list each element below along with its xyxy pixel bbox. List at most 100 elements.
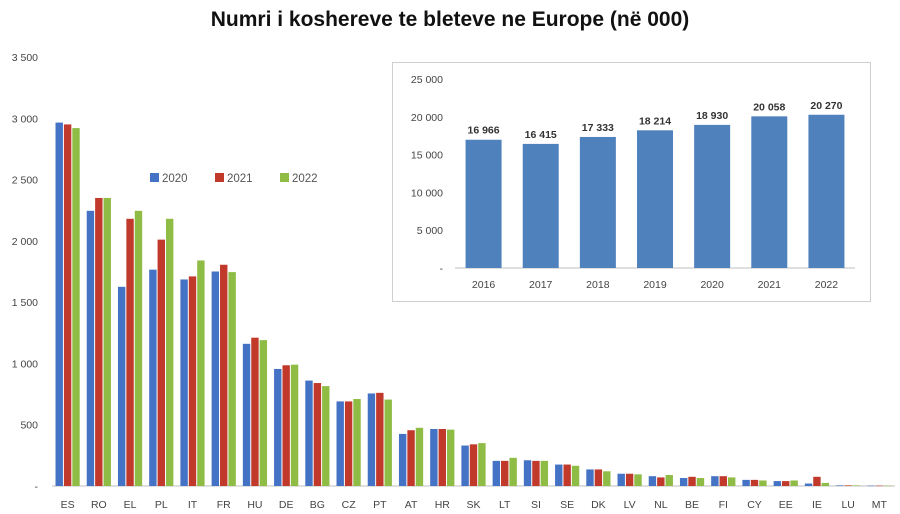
bar-HR-2021 xyxy=(438,429,446,486)
bar-BE-2021 xyxy=(688,476,696,486)
x-tick-label: EL xyxy=(124,499,137,511)
x-tick-label: SK xyxy=(466,499,480,511)
x-tick-label: BG xyxy=(310,499,325,511)
bar-BG-2022 xyxy=(322,386,330,486)
y-tick-label: - xyxy=(35,481,39,493)
x-tick-label: RO xyxy=(91,499,107,511)
bar-IE-2022 xyxy=(821,482,830,486)
inset-x-tick-label: 2017 xyxy=(529,279,553,291)
x-tick-label: FI xyxy=(719,499,728,511)
inset-y-tick-label: 25 000 xyxy=(411,74,443,86)
bar-EL-2020 xyxy=(117,286,126,486)
bar-FI-2021 xyxy=(719,476,727,486)
bar-BE-2020 xyxy=(679,478,688,486)
bar-SE-2022 xyxy=(571,465,580,486)
bar-LU-2022 xyxy=(852,485,861,486)
bar-LT-2020 xyxy=(492,460,501,486)
legend-label-2021: 2021 xyxy=(227,173,253,185)
bar-LV-2021 xyxy=(625,473,634,486)
x-tick-label: DE xyxy=(279,499,294,511)
bar-BE-2022 xyxy=(696,478,705,486)
x-tick-label: SI xyxy=(531,499,541,511)
inset-x-tick-label: 2020 xyxy=(700,279,724,291)
inset-x-tick-label: 2022 xyxy=(815,279,839,291)
legend-label-2022: 2022 xyxy=(292,173,318,185)
bar-IT-2022 xyxy=(197,260,205,486)
bar-NL-2021 xyxy=(657,477,665,486)
inset-bar-2017 xyxy=(522,143,559,268)
bar-SK-2022 xyxy=(478,443,486,486)
bar-FR-2020 xyxy=(211,271,220,486)
y-tick-label: 1 000 xyxy=(12,358,38,370)
bar-RO-2022 xyxy=(103,197,111,486)
bar-CZ-2022 xyxy=(353,398,361,486)
bar-BG-2021 xyxy=(313,383,322,486)
x-tick-label: IT xyxy=(188,499,198,511)
inset-bar-2018 xyxy=(579,136,616,268)
bar-SI-2020 xyxy=(523,460,532,486)
bar-FI-2020 xyxy=(711,476,719,486)
inset-x-tick-label: 2016 xyxy=(472,279,496,291)
inset-data-label: 20 270 xyxy=(810,100,842,112)
bar-LV-2022 xyxy=(634,474,642,486)
y-tick-label: 500 xyxy=(20,420,38,432)
bar-EE-2020 xyxy=(773,481,782,486)
bar-SI-2022 xyxy=(540,460,549,486)
bar-ES-2022 xyxy=(72,128,80,486)
x-tick-label: SE xyxy=(560,499,574,511)
bar-NL-2022 xyxy=(665,474,673,486)
bar-SE-2021 xyxy=(563,464,571,486)
inset-bar-2022 xyxy=(808,114,845,268)
bar-HU-2020 xyxy=(242,343,251,486)
bar-DE-2021 xyxy=(282,365,290,486)
legend-swatch-2020 xyxy=(150,173,159,182)
x-tick-label: MT xyxy=(872,499,888,511)
bar-EE-2022 xyxy=(790,480,798,486)
bar-CZ-2021 xyxy=(344,401,353,486)
x-tick-label: BE xyxy=(685,499,699,511)
bar-EL-2022 xyxy=(134,210,143,486)
inset-bar-2016 xyxy=(465,139,502,268)
bar-RO-2021 xyxy=(95,197,103,486)
inset-data-label: 17 333 xyxy=(582,122,614,134)
bar-PT-2022 xyxy=(384,399,392,486)
inset-data-label: 16 415 xyxy=(525,129,557,141)
bar-DE-2020 xyxy=(274,368,282,486)
inset-y-tick-label: 5 000 xyxy=(417,225,443,237)
bar-PT-2020 xyxy=(367,393,376,486)
bar-FR-2021 xyxy=(220,264,228,486)
inset-x-tick-label: 2019 xyxy=(643,279,667,291)
x-tick-label: PT xyxy=(373,499,387,511)
bar-MT-2020 xyxy=(867,485,875,487)
bar-HU-2022 xyxy=(259,340,268,486)
inset-bar-chart: - 5 000 10 000 15 000 20 000 25 000 16 966 2016… xyxy=(411,74,855,291)
bar-RO-2020 xyxy=(86,210,95,486)
x-tick-label: DK xyxy=(591,499,606,511)
inset-data-label: 18 214 xyxy=(639,115,671,127)
bar-CY-2021 xyxy=(750,479,759,486)
bar-LV-2020 xyxy=(617,473,625,486)
x-tick-label: AT xyxy=(405,499,418,511)
bar-LU-2021 xyxy=(844,485,852,486)
inset-bar-2019 xyxy=(637,130,673,268)
x-tick-label: ES xyxy=(61,499,75,511)
x-tick-label: CZ xyxy=(342,499,357,511)
bar-CZ-2020 xyxy=(336,401,344,486)
bar-SE-2020 xyxy=(555,464,563,486)
bar-DK-2021 xyxy=(594,469,603,486)
bar-IT-2020 xyxy=(180,279,188,486)
legend-swatch-2022 xyxy=(280,173,289,182)
x-tick-label: IE xyxy=(812,499,822,511)
bar-AT-2021 xyxy=(407,430,415,486)
x-tick-label: FR xyxy=(217,499,231,511)
x-tick-label: LV xyxy=(624,499,636,511)
y-tick-label: 3 500 xyxy=(12,52,38,64)
bar-BG-2020 xyxy=(305,380,313,486)
bar-PT-2021 xyxy=(376,392,384,486)
bar-CY-2020 xyxy=(742,479,750,486)
x-tick-label: EE xyxy=(779,499,793,511)
bar-PL-2021 xyxy=(157,239,165,486)
x-tick-label: LT xyxy=(499,499,511,511)
bar-FI-2022 xyxy=(727,477,736,486)
